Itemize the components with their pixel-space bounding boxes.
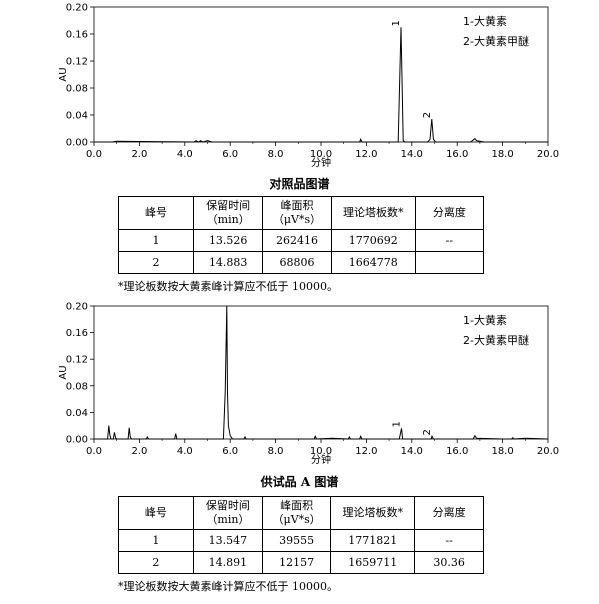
legend-entry: 2-大黄素甲醚	[463, 34, 529, 48]
x-tick-label: 18.0	[491, 149, 513, 160]
legend-entry: 1-大黄素	[463, 14, 507, 28]
reference-table-note: *理论板数按大黄素峰计算应不低于 10000。	[118, 280, 338, 293]
plates-cell: 1659711	[330, 551, 416, 574]
x-tick-label: 2.0	[131, 149, 147, 160]
x-tick-label: 14.0	[401, 446, 423, 457]
peak-cell: 1	[117, 229, 195, 252]
header-resolution: 分离度	[414, 496, 484, 530]
x-tick-label: 20.0	[537, 446, 559, 457]
y-tick-label: 0.16	[66, 30, 88, 41]
rt-cell: 13.526	[193, 229, 264, 252]
peak-cell: 2	[117, 251, 195, 274]
x-tick-label: 12.0	[355, 446, 377, 457]
x-tick-label: 0.0	[86, 446, 102, 457]
peak-label: 1	[391, 20, 402, 26]
x-axis-title: 分钟	[311, 453, 331, 466]
y-tick-label: 0.00	[66, 435, 88, 446]
resolution-cell: 30.36	[414, 551, 484, 574]
sample-result-table: 峰号 保留时间 （min） 峰面积 （μV*s） 理论塔板数* 分离度 1 13.5…	[118, 496, 484, 574]
header-peak-area: 峰面积 （μV*s）	[262, 196, 332, 230]
x-tick-label: 2.0	[131, 446, 147, 457]
sample-chart-caption: 供试品 A 图谱	[260, 475, 339, 489]
peak-label: 1	[392, 421, 403, 427]
rt-cell: 14.883	[193, 251, 264, 274]
plates-cell: 1771821	[330, 529, 416, 552]
x-tick-label: 14.0	[401, 149, 423, 160]
peak-cell: 1	[118, 529, 194, 552]
reference-chromatogram: 0.00 0.04 0.08 0.12 0.16 0.20 0.0 2.0 4.0 6.0 8.0 1…	[58, 3, 559, 170]
peak-label: 2	[422, 112, 433, 118]
reference-chart-caption: 对照品图谱	[269, 177, 330, 191]
y-axis-title: AU	[58, 67, 69, 81]
y-tick-label: 0.12	[66, 355, 88, 366]
header-plates: 理论塔板数*	[330, 496, 416, 530]
peak-cell: 2	[118, 551, 194, 574]
plates-cell: 1664778	[330, 251, 416, 274]
table-row: 1 13.547 39555 1771821 --	[118, 529, 484, 552]
x-tick-label: 16.0	[446, 446, 468, 457]
y-tick-label: 0.08	[66, 381, 88, 392]
y-tick-label: 0.08	[66, 84, 88, 95]
table-row: 1 13.526 262416 1770692 --	[117, 229, 485, 252]
plates-cell: 1770692	[330, 229, 416, 252]
header-resolution: 分离度	[414, 196, 485, 230]
y-tick-label: 0.04	[66, 408, 88, 419]
x-tick-label: 4.0	[177, 446, 193, 457]
header-retention-time: 保留时间 （min）	[192, 496, 264, 530]
table-row: 2 14.891 12157 1659711 30.36	[118, 551, 484, 574]
x-tick-label: 4.0	[177, 149, 193, 160]
table-header-row: 峰号 保留时间 （min） 峰面积 （μV*s） 理论塔板数* 分离度	[118, 496, 484, 530]
table-header-row: 峰号 保留时间 （min） 峰面积 （μV*s） 理论塔板数* 分离度	[117, 196, 485, 230]
header-retention-time: 保留时间 （min）	[193, 196, 264, 230]
rt-cell: 13.547	[192, 529, 264, 552]
x-tick-label: 8.0	[268, 446, 284, 457]
header-peak: 峰号	[117, 196, 195, 230]
x-tick-label: 12.0	[355, 149, 377, 160]
header-plates: 理论塔板数*	[330, 196, 416, 230]
resolution-cell: --	[414, 529, 484, 552]
rt-cell: 14.891	[192, 551, 264, 574]
x-tick-label: 6.0	[222, 446, 238, 457]
chromatogram-trace	[94, 305, 549, 440]
y-tick-label: 0.04	[66, 111, 88, 122]
x-tick-label: 6.0	[222, 149, 238, 160]
y-tick-label: 0.20	[66, 302, 88, 313]
area-cell: 68806	[262, 251, 332, 274]
x-tick-label: 18.0	[491, 446, 513, 457]
y-tick-label: 0.12	[66, 57, 88, 68]
legend-entry: 2-大黄素甲醚	[463, 333, 529, 347]
resolution-cell: --	[414, 229, 485, 252]
reference-result-table: 峰号 保留时间 （min） 峰面积 （μV*s） 理论塔板数* 分离度 1 13.5…	[117, 196, 485, 274]
resolution-cell	[414, 251, 485, 274]
y-tick-label: 0.00	[66, 138, 88, 149]
area-cell: 262416	[262, 229, 332, 252]
sample-table-note: *理论板数按大黄素峰计算应不低于 10000。	[118, 580, 338, 593]
legend-entry: 1-大黄素	[463, 313, 507, 327]
sample-a-chromatogram: 0.00 0.04 0.08 0.12 0.16 0.20 0.0 2.0 4.0 6.0 8.0 1…	[58, 302, 559, 467]
area-cell: 12157	[261, 551, 332, 574]
peak-label: 2	[422, 429, 433, 435]
header-peak: 峰号	[118, 496, 194, 530]
header-peak-area: 峰面积 （μV*s）	[261, 496, 332, 530]
x-tick-label: 0.0	[86, 149, 102, 160]
chromatogram-trace	[94, 27, 548, 143]
table-row: 2 14.883 68806 1664778	[117, 251, 485, 274]
x-tick-label: 20.0	[537, 149, 559, 160]
x-tick-label: 8.0	[268, 149, 284, 160]
y-tick-label: 0.20	[66, 3, 88, 14]
x-tick-label: 10.0	[310, 446, 332, 457]
area-cell: 39555	[261, 529, 332, 552]
x-tick-label: 10.0	[310, 149, 332, 160]
x-tick-label: 16.0	[446, 149, 468, 160]
y-tick-label: 0.16	[66, 328, 88, 339]
y-axis-title: AU	[58, 365, 69, 379]
x-axis-title: 分钟	[311, 156, 331, 169]
